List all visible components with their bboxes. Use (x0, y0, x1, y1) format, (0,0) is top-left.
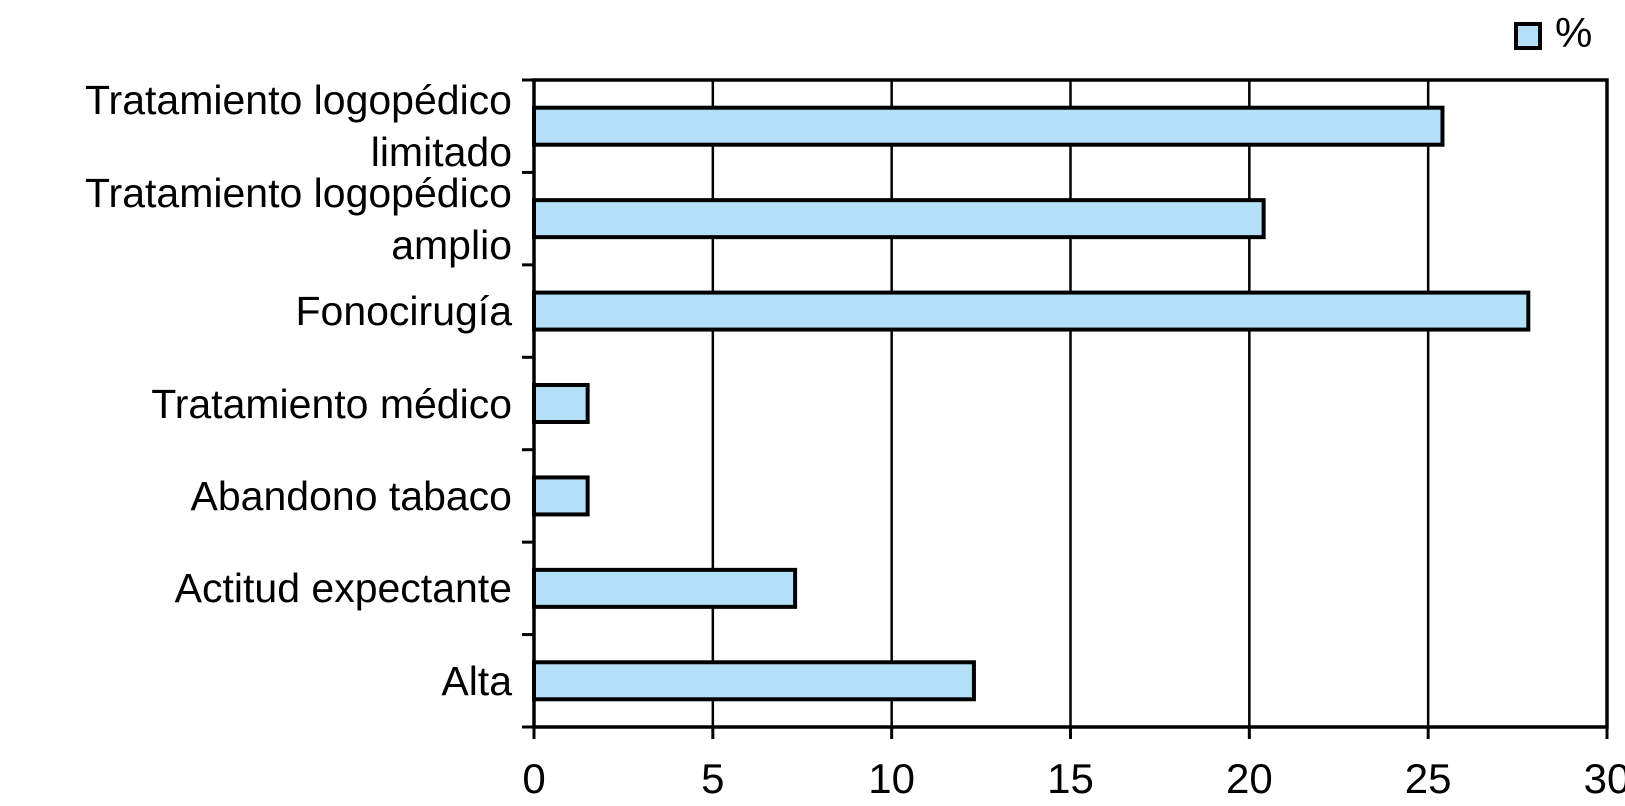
x-tick-label: 25 (1405, 755, 1452, 802)
bar (532, 198, 1266, 240)
x-tick-label: 30 (1584, 755, 1625, 802)
y-tick-label: Abandono tabaco (190, 472, 512, 519)
y-tick-label: Tratamiento médico (151, 380, 512, 427)
x-tick-label: 0 (522, 755, 545, 802)
x-tick-label: 10 (868, 755, 915, 802)
legend-label: % (1555, 9, 1592, 56)
bar (532, 475, 590, 517)
bar (532, 660, 976, 702)
legend-swatch (1514, 22, 1542, 50)
x-tick-label: 20 (1226, 755, 1273, 802)
y-tick-label: Alta (441, 657, 512, 704)
y-tick-label: Actitud expectante (174, 565, 512, 612)
x-tick-label: 15 (1047, 755, 1094, 802)
bar (532, 105, 1445, 147)
bar (532, 567, 798, 609)
bar (532, 290, 1531, 332)
bar (532, 383, 590, 424)
y-tick-label: Tratamiento logopédico amplio (85, 169, 512, 268)
y-tick-label: Fonocirugía (295, 288, 512, 335)
y-tick-label: Tratamiento logopédico limitado (85, 77, 512, 176)
x-tick-label: 5 (701, 755, 724, 802)
